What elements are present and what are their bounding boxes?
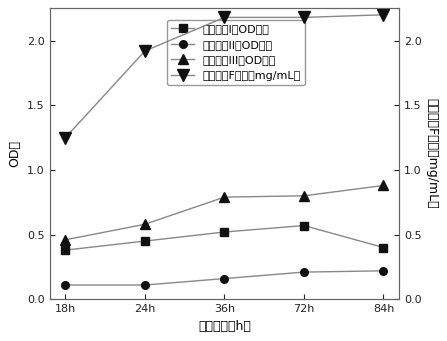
线粒体醂II（OD值）: [63, 283, 68, 287]
Legend: 线粒体醂I（OD值）, 线粒体醂II（OD值）, 线粒体醂III（OD值）, 中生菌素F含量（mg/mL）: 线粒体醂I（OD值）, 线粒体醂II（OD值）, 线粒体醂III（OD值）, 中…: [167, 20, 305, 85]
线粒体醂II（OD值）: [142, 283, 148, 287]
线粒体醂I（OD值）: [142, 239, 148, 243]
中生菌素F含量（mg/mL）: [142, 49, 148, 53]
线粒体醂I（OD值）: [222, 230, 227, 234]
线粒体醂I（OD值）: [63, 248, 68, 252]
线粒体醂II（OD值）: [301, 270, 307, 274]
Line: 线粒体醂I（OD值）: 线粒体醂I（OD值）: [62, 222, 387, 254]
线粒体醂III（OD值）: [381, 183, 386, 188]
线粒体醂I（OD值）: [301, 223, 307, 227]
线粒体醂III（OD值）: [301, 194, 307, 198]
中生菌素F含量（mg/mL）: [222, 15, 227, 19]
线粒体醂III（OD值）: [222, 195, 227, 199]
Line: 线粒体醂III（OD值）: 线粒体醂III（OD值）: [61, 181, 388, 244]
线粒体醂III（OD值）: [142, 222, 148, 226]
中生菌素F含量（mg/mL）: [381, 13, 386, 17]
X-axis label: 发酵时间（h）: 发酵时间（h）: [198, 320, 251, 333]
线粒体醂II（OD值）: [222, 277, 227, 281]
Line: 线粒体醂II（OD值）: 线粒体醂II（OD值）: [62, 267, 387, 289]
Y-axis label: OD值: OD值: [8, 140, 21, 167]
线粒体醂II（OD值）: [381, 269, 386, 273]
中生菌素F含量（mg/mL）: [301, 15, 307, 19]
线粒体醂I（OD值）: [381, 246, 386, 250]
Line: 中生菌素F含量（mg/mL）: 中生菌素F含量（mg/mL）: [60, 9, 389, 143]
中生菌素F含量（mg/mL）: [63, 136, 68, 140]
线粒体醂III（OD值）: [63, 238, 68, 242]
Y-axis label: 中生菌素F含量（mg/mL）: 中生菌素F含量（mg/mL）: [426, 99, 439, 209]
